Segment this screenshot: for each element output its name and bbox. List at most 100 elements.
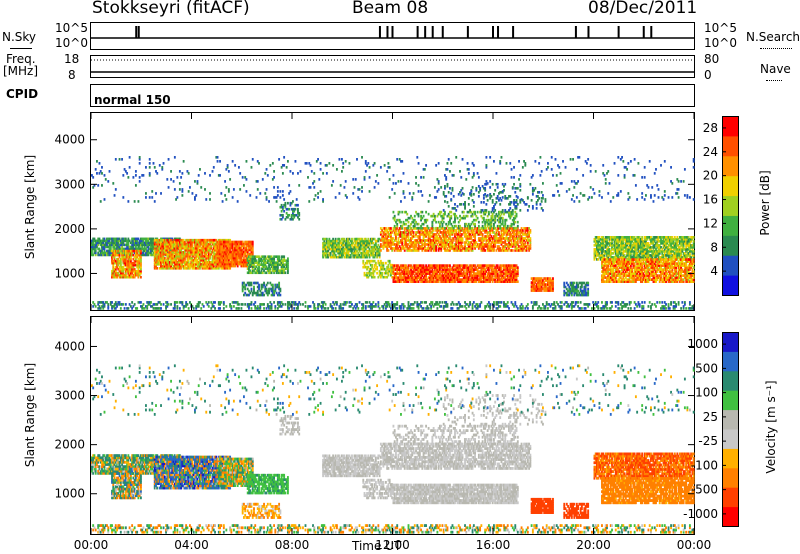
power-cell	[205, 258, 208, 262]
power-cell	[222, 250, 225, 254]
power-cell	[205, 246, 208, 250]
power-cell	[158, 248, 161, 252]
power-cell	[222, 238, 225, 242]
power-cell	[156, 237, 159, 241]
power-cell	[185, 246, 188, 250]
power-cell	[96, 239, 98, 243]
power-cell	[455, 224, 458, 228]
power-cell	[129, 245, 132, 249]
power-cell	[178, 264, 181, 268]
power-cell	[182, 258, 185, 262]
power-cell	[158, 262, 161, 266]
power-cell	[202, 240, 205, 244]
power-cell	[147, 247, 150, 251]
power-cell	[396, 222, 399, 226]
power-cell	[220, 244, 223, 248]
power-cell	[109, 251, 112, 255]
power-cell	[166, 264, 169, 268]
power-cell	[186, 244, 189, 248]
power-cell	[116, 239, 118, 243]
power-cell	[134, 259, 137, 263]
power-cell	[171, 252, 174, 256]
power-cell	[123, 251, 126, 255]
power-cell	[104, 243, 107, 247]
power-cell	[124, 243, 127, 247]
power-cell	[94, 247, 97, 251]
power-cell	[183, 252, 186, 256]
power-cell	[229, 244, 232, 248]
power-cell	[199, 244, 201, 248]
power-cell	[138, 255, 141, 259]
power-cell	[123, 273, 126, 277]
power-cell	[209, 252, 211, 256]
power-cell	[134, 251, 137, 255]
power-cell	[131, 249, 134, 253]
power-cell	[129, 273, 132, 277]
power-cell	[128, 257, 131, 261]
power-cell	[112, 275, 115, 279]
power-cell	[219, 262, 221, 266]
power-cell	[401, 210, 404, 214]
power-cell	[116, 265, 118, 269]
power-cell	[106, 239, 108, 243]
power-cell	[297, 207, 299, 211]
power-cell	[229, 240, 232, 244]
power-cell	[121, 249, 124, 253]
power-cell	[132, 269, 135, 273]
power-cell	[121, 245, 124, 249]
power-cell	[123, 261, 126, 265]
power-cell	[166, 254, 169, 258]
power-cell	[171, 240, 174, 244]
power-cell	[160, 260, 162, 264]
power-cell	[139, 271, 142, 275]
power-cell	[99, 249, 102, 253]
power-cell	[529, 229, 532, 232]
power-cell	[417, 222, 420, 226]
power-cell	[205, 252, 208, 256]
power-cell	[121, 241, 124, 245]
power-cell	[161, 250, 164, 254]
power-cell	[192, 248, 195, 252]
power-cell	[178, 256, 181, 260]
power-cell	[201, 244, 204, 248]
power-cell	[178, 262, 181, 266]
power-cell	[194, 252, 196, 256]
power-cell	[124, 267, 127, 271]
power-cell	[136, 271, 139, 275]
power-cell	[157, 246, 160, 250]
power-cell	[142, 237, 145, 241]
power-cell	[136, 251, 139, 255]
power-cell	[133, 251, 136, 255]
power-cell	[167, 266, 170, 270]
power-cell	[226, 238, 229, 242]
power-cell	[124, 253, 127, 257]
power-cell	[190, 252, 193, 256]
power-cell	[207, 246, 210, 250]
power-cell	[162, 246, 165, 250]
power-cell	[476, 216, 479, 220]
power-cell	[93, 249, 96, 253]
power-cell	[143, 241, 146, 245]
power-cell	[199, 240, 201, 244]
power-cell	[175, 266, 178, 270]
power-cell	[225, 258, 228, 262]
power-cell	[201, 266, 204, 270]
power-cell	[117, 251, 120, 255]
power-cell	[172, 256, 175, 260]
power-cell	[138, 245, 141, 249]
power-cell	[435, 226, 438, 230]
power-cell	[107, 241, 110, 245]
power-cell	[129, 269, 132, 273]
power-cell	[201, 260, 204, 264]
power-cell	[219, 238, 221, 242]
power-cell	[131, 267, 134, 271]
power-cell	[477, 224, 480, 228]
power-cell	[413, 214, 416, 218]
power-cell	[426, 218, 429, 222]
power-cell	[122, 265, 125, 269]
power-cell	[113, 249, 116, 253]
power-cell	[173, 246, 176, 250]
power-cell	[192, 264, 195, 268]
power-cell	[191, 254, 194, 258]
power-cell	[177, 238, 180, 242]
